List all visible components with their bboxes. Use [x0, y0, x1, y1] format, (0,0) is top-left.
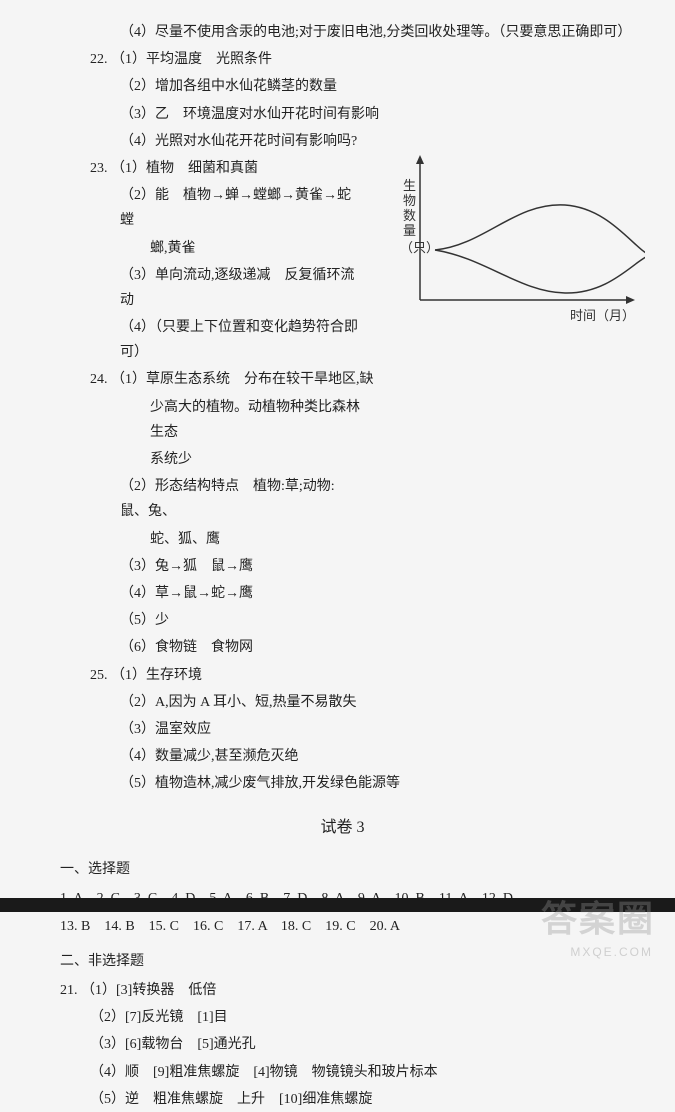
q25-num: 25.	[90, 668, 108, 683]
section-2-header: 二、非选择题	[60, 949, 625, 974]
q25-4: （4）数量减少,甚至濒危灭绝	[60, 744, 625, 769]
p3-q21-3: （3）[6]载物台 [5]通光孔	[60, 1032, 625, 1057]
q24-5: （5）少	[60, 608, 625, 633]
q24-1c: 系统少	[60, 447, 360, 472]
p3-q21-num: 21.	[60, 983, 78, 998]
chart-ylabel-1: 生	[403, 178, 416, 193]
p3-q21-5: （5）逆 粗准焦螺旋 上升 [10]细准焦螺旋	[60, 1087, 625, 1112]
q22-num: 22.	[90, 52, 108, 67]
chart-ylabel-3: 数	[403, 208, 416, 223]
q23-1: （1）植物 细菌和真菌	[111, 161, 258, 176]
p3-q21-4: （4）顺 [9]粗准焦螺旋 [4]物镜 物镜镜头和玻片标本	[60, 1060, 625, 1085]
q24-1b: 少高大的植物。动植物种类比森林生态	[60, 395, 360, 445]
q22-2: （2）增加各组中水仙花鳞茎的数量	[60, 74, 625, 99]
watermark-sub: MXQE.COM	[570, 942, 653, 964]
q25-2: （2）A,因为 A 耳小、短,热量不易散失	[60, 690, 625, 715]
q24-1a: （1）草原生态系统 分布在较干旱地区,缺	[111, 367, 411, 392]
q25-3: （3）温室效应	[60, 717, 625, 742]
p3-q21-1: （1）[3]转换器 低倍	[81, 983, 216, 998]
paper3-title: 试卷 3	[60, 814, 625, 843]
q22-3: （3）乙 环境温度对水仙开花时间有影响	[60, 102, 625, 127]
q24-2b: 蛇、狐、鹰	[60, 527, 625, 552]
q23-2a: （2）能 植物→蝉→螳螂→黄雀→蛇 螳	[60, 183, 360, 233]
chart-ylabel-5: （只）	[400, 240, 439, 255]
q25: 25. （1）生存环境	[60, 663, 625, 688]
q23-4: （4）（只要上下位置和变化趋势符合即可）	[60, 315, 360, 365]
q24-6: （6）食物链 食物网	[60, 635, 625, 660]
section-1-header: 一、选择题	[60, 857, 625, 882]
q23-3: （3）单向流动,逐级递减 反复循环流动	[60, 263, 360, 313]
q21-4: （4）尽量不使用含汞的电池;对于废旧电池,分类回收处理等。（只要意思正确即可）	[60, 20, 625, 45]
chart-ylabel-2: 物	[403, 193, 416, 208]
q24: 24. （1）草原生态系统 分布在较干旱地区,缺	[60, 367, 625, 392]
chart-ylabel-4: 量	[403, 223, 416, 238]
p3-q21-2: （2）[7]反光镜 [1]目	[60, 1005, 625, 1030]
q24-num: 24.	[90, 372, 108, 387]
q24-3: （3）兔→狐 鼠→鹰	[60, 554, 625, 579]
q25-1: （1）生存环境	[111, 668, 202, 683]
q22: 22. （1）平均温度 光照条件	[60, 47, 625, 72]
q24-4: （4）草→鼠→蛇→鹰	[60, 581, 625, 606]
q25-5: （5）植物造林,减少废气排放,开发绿色能源等	[60, 771, 625, 796]
q24-2a: （2）形态结构特点 植物:草;动物:鼠、兔、	[60, 474, 360, 524]
q23-num: 23.	[90, 161, 108, 176]
biology-chart: 生 物 数 量 （只） 时间（月）	[395, 150, 645, 340]
chart-xlabel: 时间（月）	[570, 308, 635, 323]
q22-1: （1）平均温度 光照条件	[111, 52, 272, 67]
